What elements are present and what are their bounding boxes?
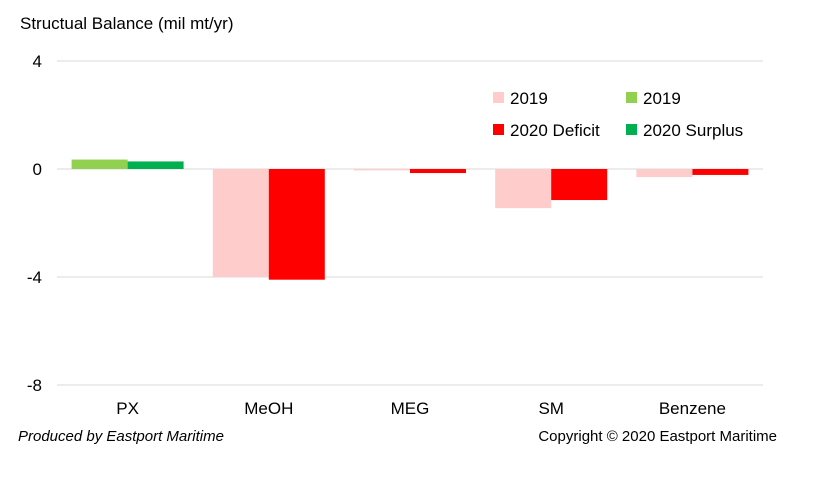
bar-deficit-2020-meg [410,169,466,174]
y-axis-label: Structual Balance (mil mt/yr) [20,14,234,33]
x-tick-label: MEG [391,399,430,418]
x-tick-label: Benzene [659,399,726,418]
y-tick-label: -8 [27,376,42,395]
bar-deficit-2020-meoh [268,169,325,280]
legend-label: 2020 Surplus [643,121,744,140]
bar-deficit-2019-benzene [636,169,693,178]
legend-item-2020-surplus: 2020 Surplus [626,121,743,141]
bar-surplus-2019-px [71,159,128,169]
legend-swatch [493,92,504,104]
legend-label: 2019 [510,89,548,108]
legend-item-2019-deficit: 2019 [493,89,548,109]
y-tick-label: -4 [27,268,42,287]
x-tick-label: PX [116,399,139,418]
copyright-note: Copyright © 2020 Eastport Maritime [538,428,777,445]
y-tick-label: 4 [33,52,42,71]
bar-deficit-2019-meoh [212,169,269,277]
legend-swatch [493,124,504,136]
bar-deficit-2019-sm [495,169,552,209]
bar-deficit-2019-meg [354,169,410,171]
bar-surplus-2020-px [127,161,184,169]
legend-item-2019-surplus: 2019 [626,89,681,109]
x-tick-label: SM [538,399,564,418]
bar-deficit-2020-sm [551,169,608,201]
bar-deficit-2020-benzene [692,169,749,175]
produced-by-note: Produced by Eastport Maritime [18,428,224,445]
x-tick-label: MeOH [244,399,293,418]
legend-label: 2020 Deficit [510,121,600,140]
legend-swatch [626,92,637,104]
legend-swatch [626,124,637,136]
legend-item-2020-deficit: 2020 Deficit [493,121,600,141]
legend-label: 2019 [643,89,681,108]
y-tick-label: 0 [33,160,42,179]
